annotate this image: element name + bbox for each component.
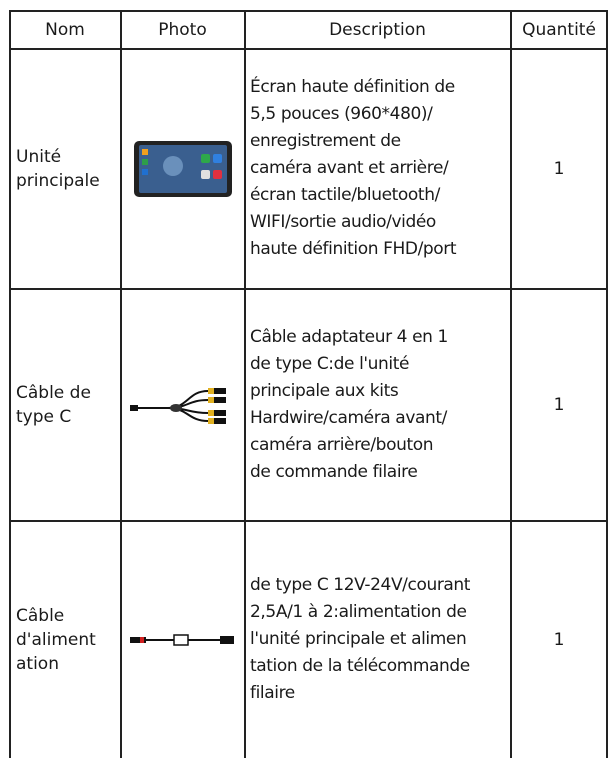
description-line: de commande filaire xyxy=(250,461,418,482)
quantity-cell: 1 xyxy=(553,629,565,650)
description-line: caméra avant et arrière/ xyxy=(250,158,449,178)
description-line: Câble adaptateur 4 en 1 xyxy=(250,326,448,347)
description-line: Écran haute définition de xyxy=(250,77,455,97)
name-line: Câble xyxy=(16,605,65,626)
header-cell: Photo xyxy=(158,19,207,40)
border xyxy=(606,10,608,758)
photo-cell xyxy=(121,49,244,288)
photo-type-c-cable xyxy=(129,387,226,424)
description-line: 2,5A/1 à 2:alimentation de xyxy=(250,602,467,622)
description-line: WIFI/sortie audio/vidéo xyxy=(250,212,436,232)
description-cell: Écran haute définition de 5,5 pouces (960… xyxy=(245,49,515,288)
name-cell: Câble d'aliment ation xyxy=(10,521,126,758)
description-line: haute définition FHD/port xyxy=(250,239,457,259)
photo-cell xyxy=(121,289,244,520)
border xyxy=(244,10,246,758)
border xyxy=(510,10,512,758)
description-line: Hardwire/caméra avant/ xyxy=(250,407,447,428)
description-line: tation de la télécommande xyxy=(250,656,470,676)
description-line: de type C:de l'unité xyxy=(250,353,410,374)
name-line: type C xyxy=(16,406,72,427)
description-line: 5,5 pouces (960*480)/ xyxy=(250,104,433,124)
border xyxy=(9,520,608,522)
border xyxy=(9,10,11,758)
quantity-cell: 1 xyxy=(553,394,565,415)
photo-head-unit xyxy=(133,140,232,197)
description-cell: Câble adaptateur 4 en 1 de type C:de l'un… xyxy=(245,289,515,520)
name-cell: Câble de type C xyxy=(10,289,126,520)
description-line: enregistrement de xyxy=(250,131,401,151)
quantity-cell: 1 xyxy=(553,158,565,179)
border xyxy=(9,288,608,290)
description-line: de type C 12V-24V/courant xyxy=(250,575,471,595)
name-line: Câble de xyxy=(16,382,91,403)
name-line: principale xyxy=(16,170,100,191)
description-line: caméra arrière/bouton xyxy=(250,434,434,455)
border xyxy=(9,10,608,12)
name-line: Unité xyxy=(16,146,62,167)
description-line: principale aux kits xyxy=(250,380,399,401)
name-line: ation xyxy=(16,653,59,674)
border xyxy=(9,48,608,50)
name-cell: Unité principale xyxy=(10,49,126,288)
header-cell: Description xyxy=(329,19,426,40)
border xyxy=(120,10,122,758)
name-line: d'aliment xyxy=(16,629,96,650)
header-cell: Nom xyxy=(45,19,85,40)
description-cell: de type C 12V-24V/courant 2,5A/1 à 2:alim… xyxy=(245,521,515,758)
description-line: l'unité principale et alimen xyxy=(250,629,467,649)
description-line: écran tactile/bluetooth/ xyxy=(250,185,440,205)
header-cell: Quantité xyxy=(522,19,596,40)
photo-power-cable xyxy=(129,633,234,646)
photo-cell xyxy=(121,521,244,758)
description-line: filaire xyxy=(250,683,295,703)
